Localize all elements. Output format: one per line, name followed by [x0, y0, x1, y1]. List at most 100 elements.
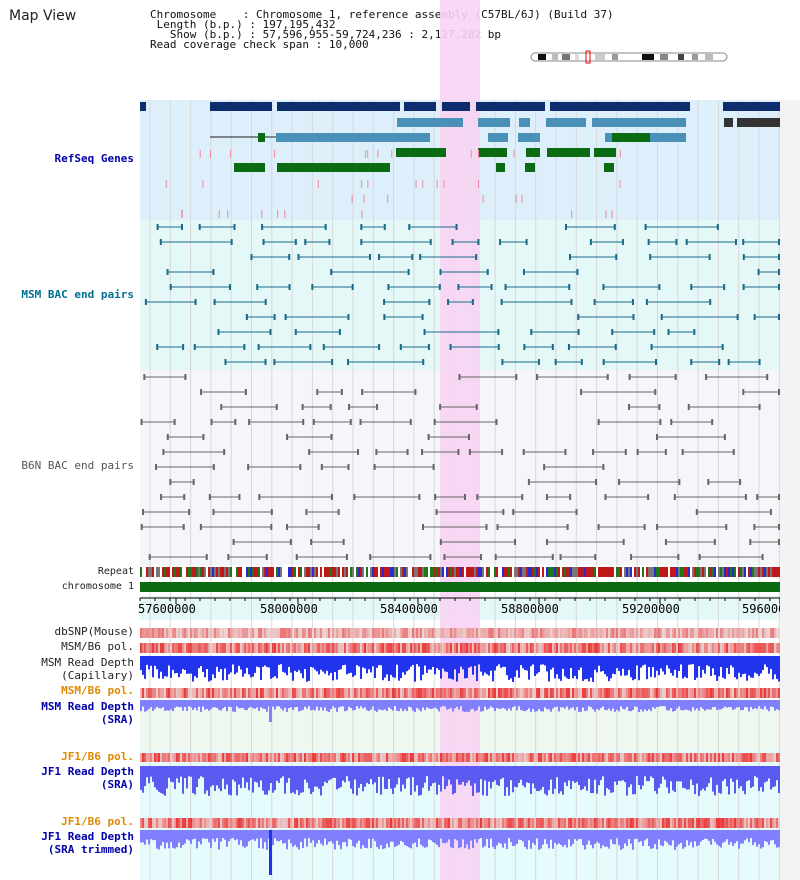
depth-bar	[530, 656, 532, 667]
depth-bar	[610, 766, 612, 793]
heat-cell	[554, 753, 556, 762]
repeat-mark	[442, 567, 444, 577]
msm-bac-end	[328, 239, 331, 245]
depth-bar	[524, 830, 526, 847]
repeat-mark	[370, 567, 372, 577]
track-label-msm-bac[interactable]: MSM BAC end pairs	[21, 288, 134, 301]
heat-cell	[524, 628, 526, 638]
depth-bar	[528, 766, 530, 784]
axis-tick-label: 57600000	[138, 602, 196, 616]
depth-bar	[182, 656, 184, 670]
heat-cell	[582, 688, 584, 698]
msm-bac-end	[742, 284, 745, 290]
heat-cell	[652, 818, 654, 828]
depth-bar	[454, 656, 456, 670]
depth-bar	[222, 830, 224, 839]
depth-bar	[694, 766, 696, 795]
heat-cell	[762, 643, 764, 653]
depth-bar	[166, 830, 168, 843]
repeat-mark	[328, 567, 330, 577]
depth-bar	[744, 656, 746, 674]
msm-bac-end	[564, 224, 567, 230]
depth-bar	[636, 700, 638, 708]
heat-cell	[256, 818, 258, 828]
b6n-bac-end	[476, 494, 479, 500]
refseq-gene-features[interactable]	[140, 102, 780, 218]
heat-cell	[564, 818, 566, 828]
msm-bac-pairs[interactable]	[144, 224, 780, 365]
depth-bar	[306, 656, 308, 682]
depth-bar	[666, 766, 668, 788]
depth-bar	[718, 766, 720, 793]
heat-cell	[438, 628, 440, 638]
depth-bar	[346, 830, 348, 847]
heat-cell	[424, 643, 426, 653]
heat-cell	[634, 643, 636, 653]
depth-bar	[560, 700, 562, 708]
repeat-mark	[424, 567, 426, 577]
depth-bar	[658, 700, 660, 707]
repeat-mark	[694, 567, 696, 577]
track-label-refseq[interactable]: RefSeq Genes	[54, 152, 134, 165]
repeat-mark	[358, 567, 360, 577]
depth-bar	[178, 766, 180, 783]
depth-bar	[444, 700, 446, 707]
heat-cell	[312, 688, 314, 698]
heat-cell	[712, 643, 714, 653]
depth-bar	[606, 700, 608, 711]
depth-bar	[258, 700, 260, 712]
heat-cell	[142, 643, 144, 653]
depth-bar	[266, 700, 268, 712]
heat-cell	[626, 688, 628, 698]
heat-cell	[632, 643, 634, 653]
depth-bar	[250, 656, 252, 678]
repeat-mark	[734, 567, 736, 577]
repeat-mark	[740, 567, 742, 577]
heat-cell	[422, 628, 424, 638]
heat-cell	[504, 643, 506, 653]
heat-cell	[320, 753, 322, 762]
heat-cell	[170, 818, 172, 828]
depth-bar	[156, 656, 158, 670]
repeat-mark	[196, 567, 198, 577]
chromosome-ideogram[interactable]	[530, 50, 728, 64]
depth-bar	[316, 766, 318, 787]
repeat-mark	[468, 567, 470, 577]
depth-bar	[264, 656, 266, 666]
track-label-b6n-bac[interactable]: B6N BAC end pairs	[21, 459, 134, 472]
heat-cell	[184, 628, 186, 638]
heat-cell	[234, 753, 236, 762]
depth-bar	[372, 656, 374, 667]
heat-cell	[618, 643, 620, 653]
depth-bar	[366, 830, 368, 849]
depth-bar	[214, 766, 216, 792]
depth-bar	[210, 700, 212, 710]
depth-bar	[166, 766, 168, 789]
heat-cell	[182, 753, 184, 762]
heat-cell	[240, 818, 242, 828]
msm-bac-end	[288, 284, 291, 290]
heat-cell	[210, 753, 212, 762]
heat-cell	[546, 818, 548, 828]
heat-cell	[774, 818, 776, 828]
heat-cell	[410, 628, 412, 638]
b6n-bac-pairs[interactable]	[140, 374, 780, 560]
depth-bar	[484, 830, 486, 847]
heat-cell	[706, 753, 708, 762]
axis-tick-label: 58000000	[260, 602, 318, 616]
heat-cell	[498, 753, 500, 762]
depth-bar	[576, 656, 578, 679]
heat-cell	[518, 818, 520, 828]
depth-bar	[548, 656, 550, 682]
repeat-mark	[294, 567, 296, 577]
heat-cell	[668, 753, 670, 762]
heat-cell	[396, 643, 398, 653]
depth-bar	[766, 700, 768, 710]
depth-bar	[488, 830, 490, 848]
depth-bar	[568, 656, 570, 679]
heat-cell	[590, 643, 592, 653]
gene-mark	[181, 210, 183, 218]
depth-bar	[436, 766, 438, 795]
repeat-mark	[444, 567, 446, 577]
